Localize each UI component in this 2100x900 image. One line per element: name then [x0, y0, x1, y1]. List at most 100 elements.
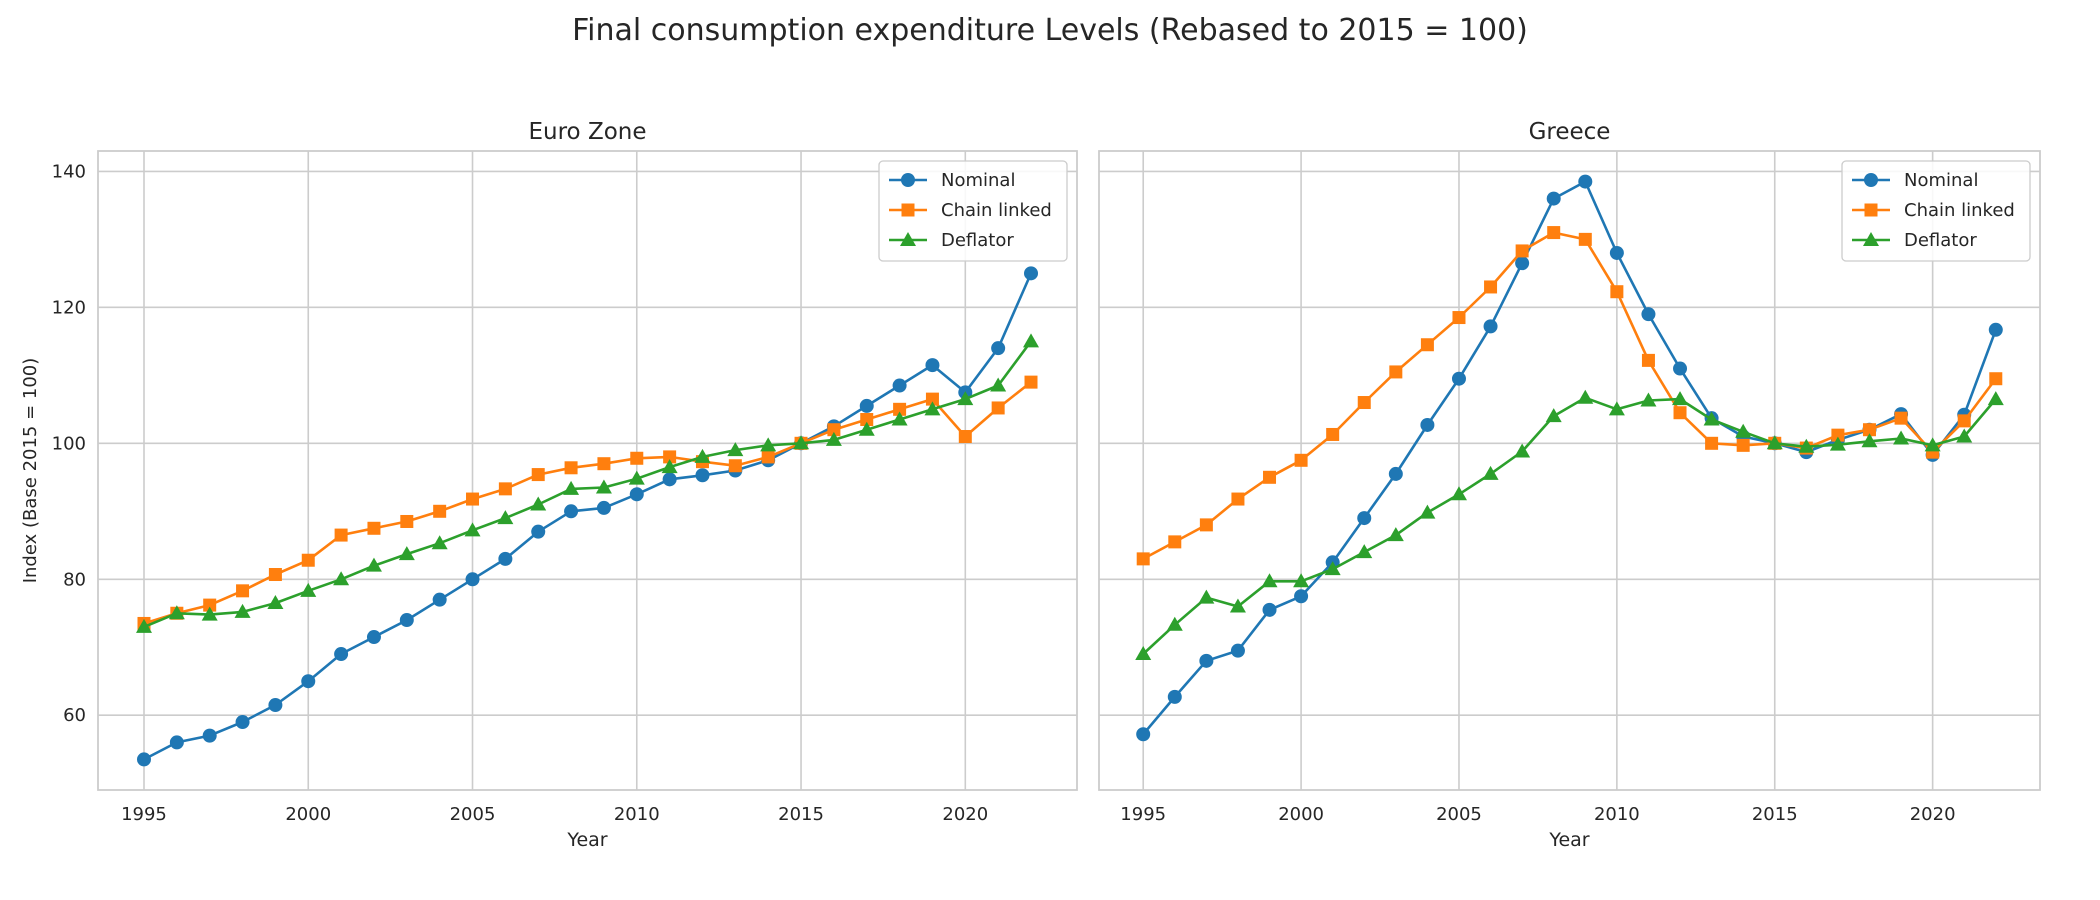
x-axis-label: Year [1548, 829, 1589, 851]
x-tick-label: 2010 [614, 804, 660, 825]
axes-frame [97, 150, 1078, 791]
legend: Nominal Chain linked Deflator [1841, 160, 2031, 262]
data-point-nominal [235, 715, 250, 730]
data-point-chain-linked [1894, 411, 1908, 425]
data-point-chain-linked [893, 402, 907, 416]
data-point-nominal [136, 752, 151, 767]
data-point-chain-linked [1231, 492, 1245, 506]
series-line-chain-linked [143, 381, 1032, 625]
data-point-deflator [1640, 392, 1657, 407]
data-point-chain-linked [531, 468, 545, 482]
x-tick-label: 2015 [1752, 804, 1798, 825]
data-point-deflator [300, 582, 317, 597]
data-point-chain-linked [1957, 414, 1971, 428]
data-point-nominal [268, 698, 283, 713]
data-point-deflator [1514, 443, 1531, 458]
data-point-deflator [1482, 465, 1499, 480]
data-point-nominal [1483, 319, 1498, 334]
data-point-nominal [991, 341, 1006, 356]
legend-box [1841, 160, 2031, 262]
data-point-deflator [398, 546, 415, 561]
legend-marker-chain-linked [901, 203, 915, 217]
data-point-deflator [1450, 486, 1467, 501]
data-point-deflator [267, 595, 284, 610]
data-point-chain-linked [1515, 244, 1529, 258]
series-deflator [1135, 389, 2004, 661]
legend-label-deflator: Deflator [941, 230, 1014, 251]
data-point-nominal [695, 468, 710, 483]
data-point-chain-linked [1263, 470, 1277, 484]
data-point-deflator [825, 431, 842, 446]
x-tick-label: 1995 [1120, 804, 1166, 825]
data-point-deflator [563, 480, 580, 495]
data-point-chain-linked [1357, 396, 1371, 410]
data-point-deflator [135, 618, 152, 633]
series-line-nominal [143, 272, 1033, 761]
data-point-nominal [531, 524, 546, 539]
series-line-chain-linked [1142, 231, 1997, 561]
data-point-chain-linked [498, 482, 512, 496]
data-point-chain-linked [663, 450, 677, 464]
x-tick-label: 2015 [778, 804, 824, 825]
data-point-chain-linked [1736, 438, 1750, 452]
data-point-deflator [1356, 544, 1373, 559]
data-point-chain-linked [1024, 375, 1038, 389]
data-point-deflator [1735, 423, 1752, 438]
data-point-chain-linked [334, 528, 348, 542]
series-line-deflator [143, 340, 1033, 629]
data-point-nominal [1578, 174, 1593, 189]
data-point-chain-linked [1136, 552, 1150, 566]
legend-marker-chain-linked [1864, 203, 1878, 217]
legend-marker-deflator [900, 232, 916, 246]
data-point-nominal [1136, 727, 1151, 742]
data-point-chain-linked [301, 553, 315, 567]
data-point-deflator [858, 421, 875, 436]
legend-label-chain-linked: Chain linked [941, 200, 1052, 221]
data-point-nominal [301, 674, 316, 689]
data-point-nominal [892, 378, 907, 393]
data-point-deflator [1987, 391, 2004, 406]
data-point-deflator [595, 479, 612, 494]
data-point-nominal [1024, 266, 1039, 281]
data-point-nominal [399, 613, 414, 628]
data-point-chain-linked [1641, 353, 1655, 367]
legend-label-chain-linked: Chain linked [1904, 200, 2015, 221]
data-point-chain-linked [367, 521, 381, 535]
data-point-deflator [1893, 430, 1910, 445]
data-point-chain-linked [1326, 427, 1340, 441]
data-point-nominal [366, 630, 381, 645]
data-point-chain-linked [630, 451, 644, 465]
y-tick-label: 120 [52, 297, 86, 318]
series-line-nominal [1142, 180, 1998, 736]
data-point-chain-linked [400, 514, 414, 528]
data-point-deflator [1324, 561, 1341, 576]
data-point-chain-linked [203, 598, 217, 612]
data-point-nominal [925, 358, 940, 373]
data-point-chain-linked [236, 584, 250, 598]
data-point-nominal [859, 398, 874, 413]
data-point-chain-linked [958, 430, 972, 444]
legend-marker-nominal [901, 173, 915, 187]
data-point-nominal [662, 472, 677, 487]
data-point-deflator [694, 448, 711, 463]
data-point-deflator [727, 442, 744, 457]
panel-title: Greece [1529, 119, 1611, 145]
x-tick-label: 2020 [942, 804, 988, 825]
data-point-deflator [1956, 428, 1973, 443]
data-point-deflator [891, 411, 908, 426]
panel-title: Euro Zone [529, 119, 647, 145]
data-point-deflator [661, 459, 678, 474]
data-point-chain-linked [1831, 428, 1845, 442]
data-point-deflator [1924, 437, 1941, 452]
data-point-nominal [1515, 256, 1530, 271]
data-point-deflator [1703, 411, 1720, 426]
data-point-deflator [793, 435, 810, 450]
data-point-deflator [1672, 391, 1689, 406]
data-point-chain-linked [1989, 372, 2003, 386]
data-point-deflator [1135, 646, 1152, 661]
data-point-nominal [629, 487, 644, 502]
data-point-chain-linked [1705, 436, 1719, 450]
series-line-deflator [1142, 396, 1997, 655]
data-point-chain-linked [1199, 518, 1213, 532]
